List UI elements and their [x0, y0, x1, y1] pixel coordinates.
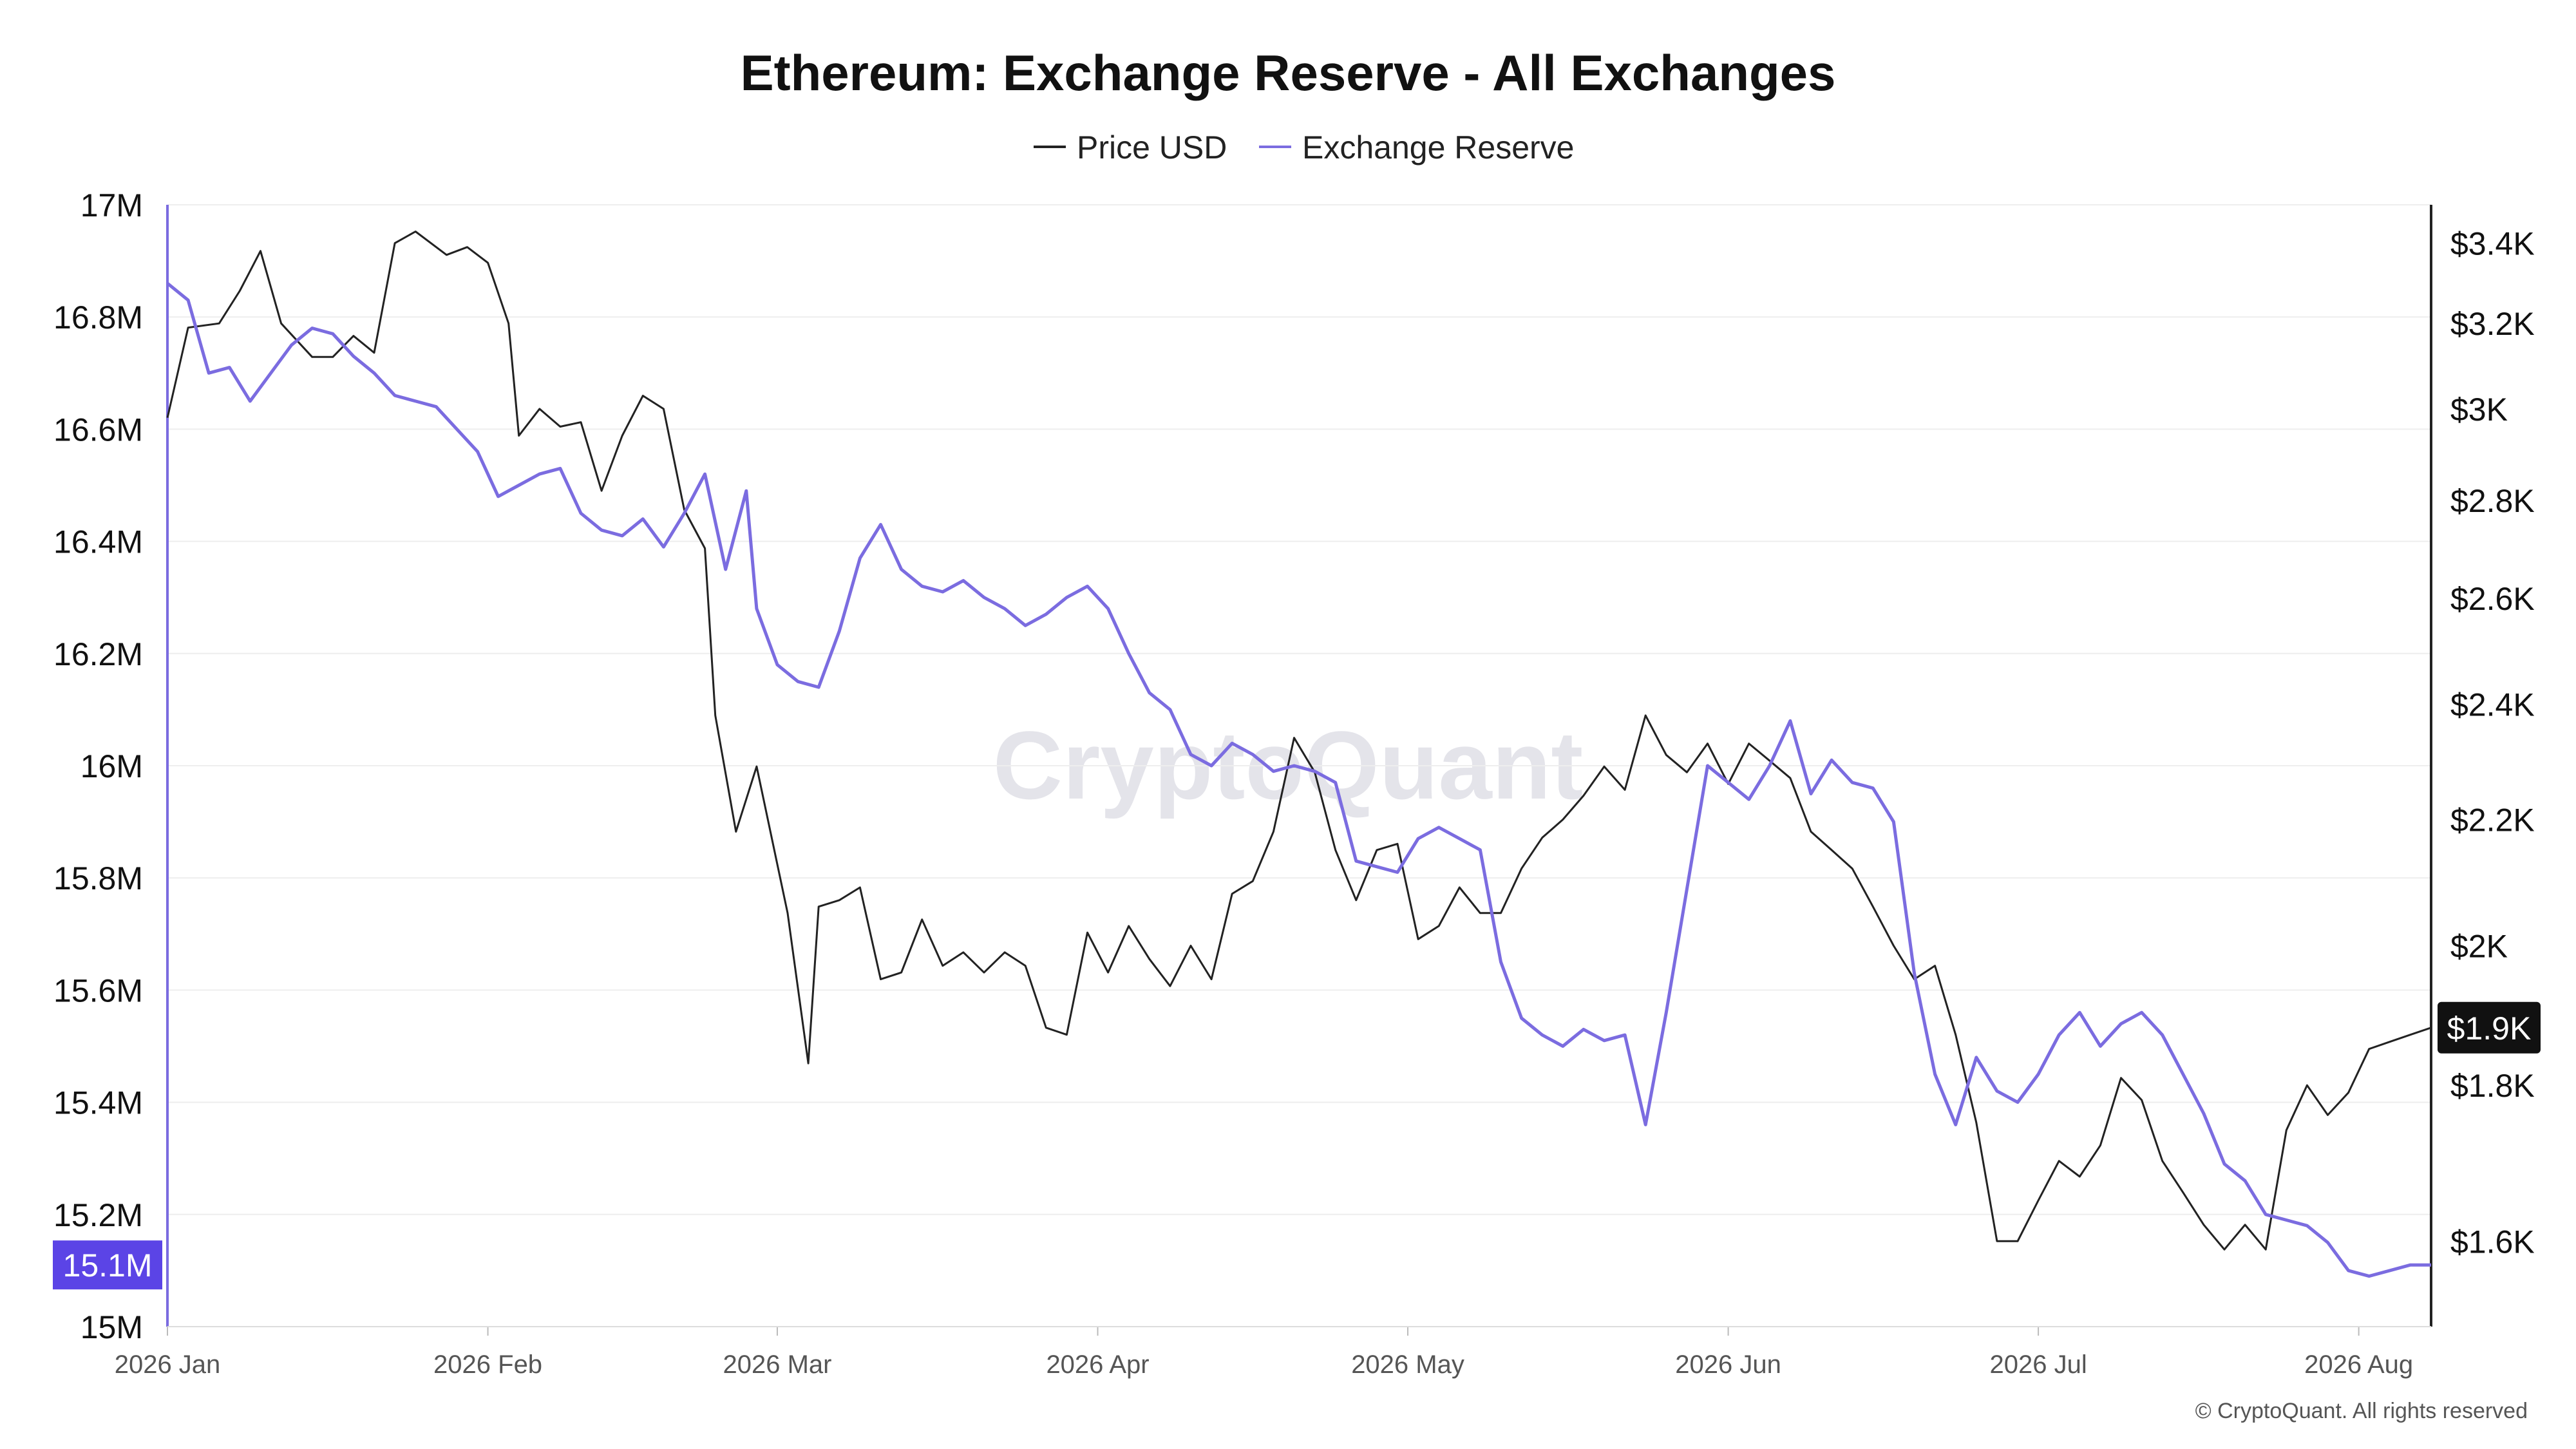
legend-label-reserve[interactable]: Exchange Reserve [1302, 129, 1574, 166]
x-tick-label: 2026 Aug [2304, 1350, 2413, 1379]
legend-label-price[interactable]: Price USD [1077, 129, 1227, 166]
y-right-tick-label: $2.2K [2450, 802, 2535, 838]
x-tick-label: 2026 Jul [1989, 1350, 2087, 1379]
reserve-value-badge-label: 15.1M [63, 1247, 153, 1283]
y-left-tick-label: 16.6M [53, 412, 143, 448]
x-tick-label: 2026 Apr [1046, 1350, 1149, 1379]
value-badges: 15.1M $1.9K [53, 1001, 2541, 1290]
y-right-tick-label: $3K [2450, 392, 2508, 428]
axes [166, 205, 2432, 1336]
y-right-tick-label: $2K [2450, 929, 2508, 965]
series-line-exchange-reserve[interactable] [166, 281, 2431, 1278]
y-right-tick-label: $2.8K [2450, 483, 2535, 519]
x-tick-label: 2026 Feb [433, 1350, 542, 1379]
y-left-tick-label: 16M [80, 748, 143, 784]
copyright-text: © CryptoQuant. All rights reserved [2195, 1399, 2528, 1423]
y-left-tick-label: 15.2M [53, 1197, 143, 1233]
price-value-badge-label: $1.9K [2447, 1010, 2532, 1046]
x-tick-label: 2026 Mar [723, 1350, 831, 1379]
y-left-tick-label: 15.4M [53, 1085, 143, 1121]
y-left-tick-label: 16.4M [53, 524, 143, 560]
y-left-tick-label: 15.6M [53, 972, 143, 1009]
y-right-tick-label: $2.6K [2450, 581, 2535, 617]
y-right-tick-label: $1.6K [2450, 1224, 2535, 1260]
price-value-badge [2438, 1001, 2541, 1054]
tick-labels: 15M 15.2M 15.4M 15.6M 15.8M 16M 16.2M 16.4M 16.6… [53, 187, 2535, 1379]
y-left-tick-label: 17M [80, 187, 143, 223]
y-right-tick-label: $1.8K [2450, 1068, 2535, 1104]
y-left-tick-label: 16.2M [53, 636, 143, 672]
y-left-tick-label: 15.8M [53, 860, 143, 896]
y-right-tick-label: $2.4K [2450, 687, 2535, 723]
reserve-value-badge [53, 1240, 162, 1290]
x-tick-label: 2026 May [1351, 1350, 1464, 1379]
y-left-tick-label: 16.8M [53, 299, 143, 336]
series-line-price-usd[interactable] [166, 231, 2432, 1251]
series-lines [166, 231, 2432, 1278]
y-left-tick-label: 15M [80, 1309, 143, 1345]
legend: Price USD Exchange Reserve [1034, 129, 1574, 166]
y-right-tick-label: $3.4K [2450, 226, 2535, 262]
y-right-tick-label: $3.2K [2450, 306, 2535, 342]
chart-title: Ethereum: Exchange Reserve - All Exchang… [741, 44, 1836, 101]
x-tick-label: 2026 Jan [115, 1350, 221, 1379]
x-tick-label: 2026 Jun [1675, 1350, 1781, 1379]
